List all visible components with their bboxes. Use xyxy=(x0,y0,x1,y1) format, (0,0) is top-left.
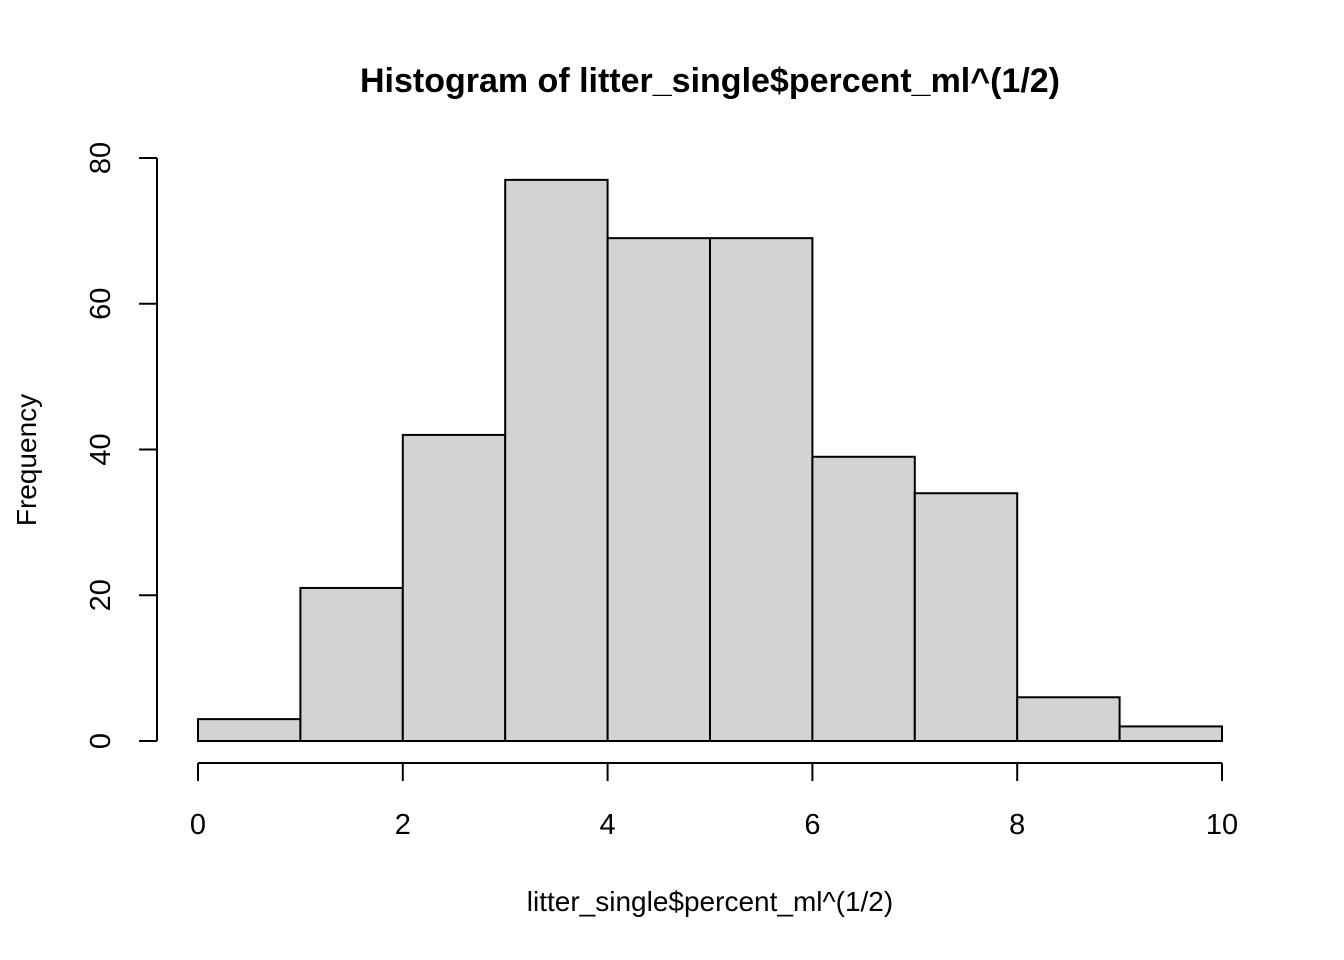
x-tick-label-5: 10 xyxy=(1206,809,1238,841)
histogram-bar-0 xyxy=(197,718,302,743)
histogram-bar-6 xyxy=(811,455,916,742)
y-axis: 0 20 40 60 80 xyxy=(85,142,158,749)
y-tick-label-4: 80 xyxy=(85,142,117,174)
x-tick-label-3: 6 xyxy=(804,809,820,841)
histogram-bar-8 xyxy=(1016,696,1121,743)
histogram-bar-3 xyxy=(504,178,609,743)
x-tick-label-1: 2 xyxy=(395,809,411,841)
y-axis-label: Frequency xyxy=(11,394,42,526)
histogram-bar-5 xyxy=(709,237,814,742)
x-axis-label: litter_single$percent_ml^(1/2) xyxy=(527,886,893,917)
x-tick-label-2: 4 xyxy=(600,809,616,841)
histogram-bar-9 xyxy=(1118,725,1223,742)
y-tick-label-1: 20 xyxy=(85,579,117,611)
histogram-bar-2 xyxy=(401,433,507,742)
chart-title: Histogram of litter_single$percent_ml^(1… xyxy=(360,62,1060,100)
histogram-bar-1 xyxy=(299,586,404,743)
x-axis: 0 2 4 6 8 10 xyxy=(190,762,1238,841)
y-tick-label-3: 60 xyxy=(85,288,117,320)
histogram-bar-7 xyxy=(913,492,1019,742)
histogram-bar-4 xyxy=(606,237,711,742)
x-tick-label-0: 0 xyxy=(190,809,206,841)
y-tick-label-0: 0 xyxy=(85,733,117,749)
histogram-bars xyxy=(197,178,1223,743)
x-tick-label-4: 8 xyxy=(1009,809,1025,841)
y-tick-label-2: 40 xyxy=(85,433,117,465)
